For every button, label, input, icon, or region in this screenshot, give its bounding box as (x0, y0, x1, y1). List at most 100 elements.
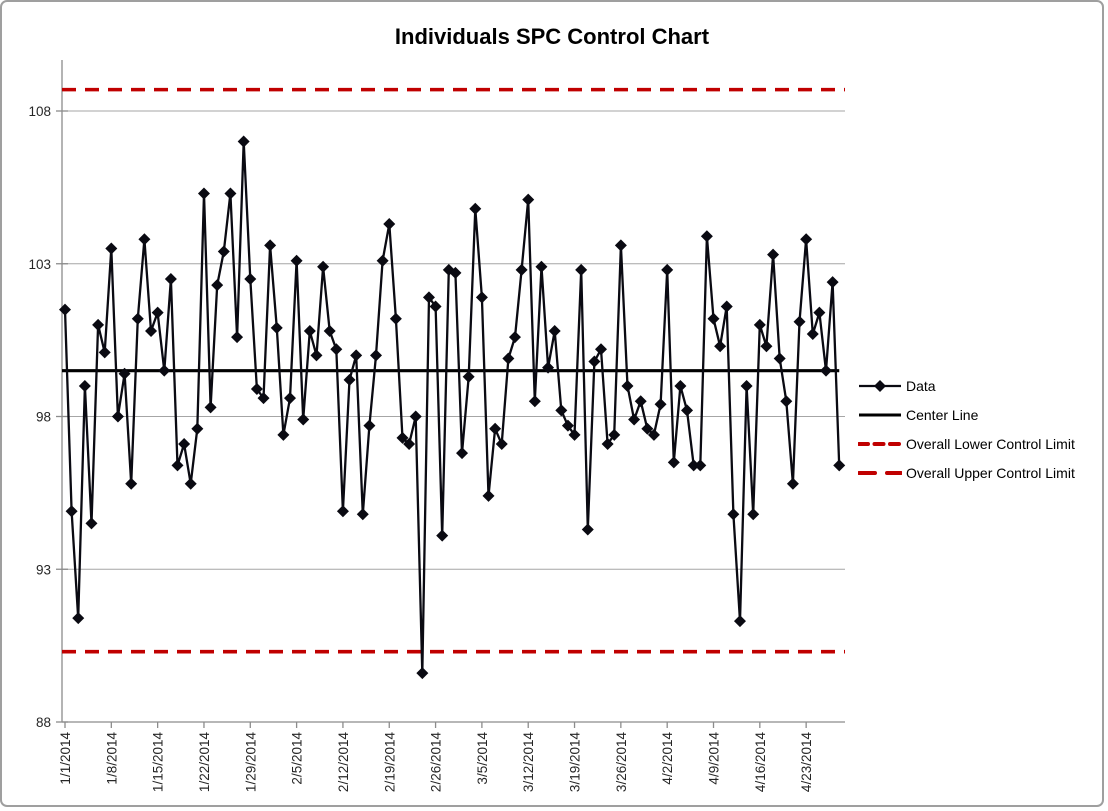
x-axis-tick-label: 3/5/2014 (475, 732, 490, 785)
data-point-marker (151, 306, 164, 319)
data-point-marker (528, 395, 541, 408)
data-point-marker (330, 343, 343, 356)
data-point-marker (409, 410, 422, 423)
data-point-marker (277, 428, 290, 441)
x-axis-tick-label: 3/19/2014 (568, 732, 583, 793)
x-axis-tick-label: 1/15/2014 (151, 732, 166, 793)
data-point-marker (826, 276, 839, 289)
legend-label: Overall Lower Control Limit (906, 436, 1075, 452)
data-point-marker (601, 437, 614, 450)
data-point-marker (72, 612, 85, 625)
data-point-marker (363, 419, 376, 432)
data-point-marker (105, 242, 118, 255)
data-point-marker (515, 263, 528, 276)
data-point-marker (323, 324, 336, 337)
data-point-marker (647, 428, 660, 441)
y-axis-tick-label: 93 (36, 562, 51, 577)
data-point-marker (535, 260, 548, 273)
legend-centerline-glyph (859, 413, 901, 417)
data-point-marker (469, 202, 482, 215)
data-point-marker (317, 260, 330, 273)
data-point-marker (661, 263, 674, 276)
x-axis-tick-label: 2/19/2014 (382, 732, 397, 793)
data-point-marker (482, 489, 495, 502)
data-point-marker (283, 392, 296, 405)
data-point-marker (654, 398, 667, 411)
data-point-marker (720, 300, 733, 313)
data-point-marker (475, 291, 488, 304)
data-point-marker (681, 404, 694, 417)
data-point-marker (78, 379, 91, 392)
data-point-marker (780, 395, 793, 408)
x-axis-tick-label: 1/1/2014 (58, 732, 73, 785)
data-point-marker (634, 395, 647, 408)
data-point-marker (833, 459, 846, 472)
data-point-marker (489, 422, 502, 435)
data-point-marker (694, 459, 707, 472)
x-axis-tick-label: 1/22/2014 (197, 732, 212, 793)
data-point-marker (820, 364, 833, 377)
data-point-marker (508, 331, 521, 344)
data-point-marker (250, 383, 263, 396)
x-axis-tick-label: 1/8/2014 (104, 732, 119, 785)
x-axis-tick-label: 4/2/2014 (660, 732, 675, 785)
data-point-marker (85, 517, 98, 530)
data-point-marker (270, 321, 283, 334)
legend-item-overall-lower-control-limit[interactable]: Overall Lower Control Limit (858, 434, 1075, 454)
data-point-marker (429, 300, 442, 313)
y-axis-tick-label: 103 (28, 257, 51, 272)
data-point-marker (224, 187, 237, 200)
data-point-marker (707, 312, 720, 325)
data-point-marker (575, 263, 588, 276)
data-point-marker (290, 254, 303, 267)
x-axis-tick-label: 4/9/2014 (707, 732, 722, 785)
data-point-marker (184, 477, 197, 490)
data-point-marker (588, 355, 601, 368)
data-point-marker (449, 266, 462, 279)
data-point-marker (595, 343, 608, 356)
data-point-marker (118, 367, 131, 380)
x-axis-tick-label: 3/26/2014 (614, 732, 629, 793)
data-point-marker (740, 379, 753, 392)
data-series-line (63, 140, 841, 675)
data-point-marker (138, 233, 151, 246)
legend-ucl-glyph (858, 471, 902, 475)
data-point-marker (621, 379, 634, 392)
data-point-marker (667, 456, 680, 469)
legend-item-center-line[interactable]: Center Line (858, 405, 1075, 425)
legend-lcl-glyph (858, 442, 902, 446)
x-axis-tick-label: 2/12/2014 (336, 732, 351, 793)
data-point-marker (125, 477, 138, 490)
data-point-marker (700, 230, 713, 243)
x-axis-tick-label: 2/5/2014 (290, 732, 305, 785)
data-point-marker (773, 352, 786, 365)
x-axis-tick-label: 2/26/2014 (429, 732, 444, 793)
data-point-marker (800, 233, 813, 246)
data-point-marker (197, 187, 210, 200)
data-point-marker (522, 193, 535, 206)
legend-label: Overall Upper Control Limit (906, 465, 1075, 481)
data-point-marker (178, 437, 191, 450)
data-point-marker (753, 318, 766, 331)
data-point-marker (813, 306, 826, 319)
data-point-marker (111, 410, 124, 423)
data-point-marker (714, 340, 727, 353)
data-point-marker (581, 523, 594, 536)
legend-label: Data (906, 378, 936, 394)
data-point-marker (502, 352, 515, 365)
data-point-marker (158, 364, 171, 377)
data-point-marker (422, 291, 435, 304)
data-point-marker (495, 437, 508, 450)
data-point-marker (217, 245, 230, 258)
data-point-marker (336, 505, 349, 518)
legend-item-overall-upper-control-limit[interactable]: Overall Upper Control Limit (858, 463, 1075, 483)
x-axis-tick-label: 4/16/2014 (753, 732, 768, 793)
data-point-marker (231, 331, 244, 344)
data-point-marker (343, 373, 356, 386)
data-point-marker (164, 273, 177, 286)
data-point-marker (687, 459, 700, 472)
data-point-marker (641, 422, 654, 435)
legend-item-data[interactable]: Data (858, 376, 1075, 396)
data-point-marker (555, 404, 568, 417)
